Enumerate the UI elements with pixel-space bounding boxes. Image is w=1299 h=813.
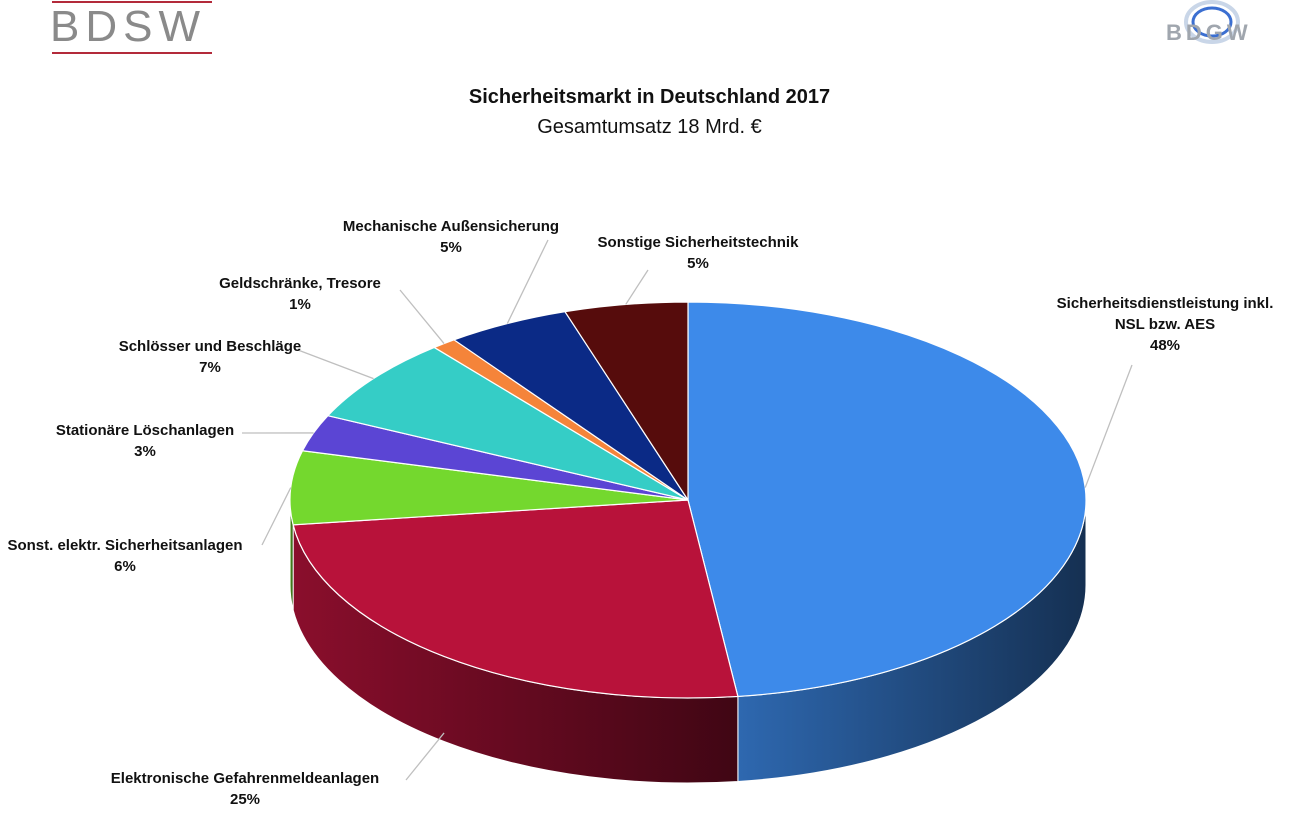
slice-label-value: 5% <box>440 239 462 256</box>
slice-label-name: Elektronische Gefahrenmeldeanlagen <box>110 770 380 787</box>
bdsw-logo-text: BDSW <box>50 2 206 51</box>
slice-label-1: Sicherheitsdienstleistung inkl. NSL bzw.… <box>1040 293 1290 356</box>
pie-slice-3 <box>289 450 689 526</box>
slice-label-value: 3% <box>134 443 156 460</box>
leader-lines <box>241 239 1133 781</box>
pie-slices <box>289 301 1087 699</box>
pie-slice-8 <box>564 301 689 503</box>
leader-line-6 <box>399 289 445 344</box>
slice-label-value: 7% <box>199 359 221 376</box>
slice-label-name: Sonst. elektr. Sicherheitsanlagen <box>7 537 243 554</box>
slice-label-name: Sicherheitsdienstleistung inkl. NSL bzw.… <box>1056 295 1274 333</box>
leader-line-8 <box>625 269 649 305</box>
bdgw-logo-text: BDGW <box>1166 20 1252 45</box>
slice-label-name: Schlösser und Beschläge <box>118 338 302 355</box>
slice-label-name: Sonstige Sicherheitstechnik <box>597 234 799 251</box>
slice-label-4: Stationäre Löschanlagen 3% <box>40 420 250 462</box>
slice-label-6: Geldschränke, Tresore 1% <box>210 273 390 315</box>
bdsw-logo: BDSW <box>50 0 212 62</box>
pie-slice-5 <box>326 346 689 501</box>
slice-label-name: Geldschränke, Tresore <box>219 275 381 292</box>
slice-label-name: Stationäre Löschanlagen <box>55 422 235 439</box>
pie-slice-1 <box>687 301 1087 698</box>
slice-label-7: Mechanische Außensicherung 5% <box>326 216 576 258</box>
chart-subtitle: Gesamtumsatz 18 Mrd. € <box>537 116 762 138</box>
leader-line-7 <box>506 239 549 324</box>
leader-line-3 <box>261 487 292 546</box>
logo-rule-top <box>52 1 212 3</box>
logo-rule-bottom <box>52 52 212 54</box>
slice-label-3: Sonst. elektr. Sicherheitsanlagen 6% <box>0 535 250 577</box>
slice-label-8: Sonstige Sicherheitstechnik 5% <box>578 232 818 274</box>
slice-label-value: 6% <box>114 558 136 575</box>
slice-label-value: 25% <box>229 791 261 808</box>
slice-label-name: Mechanische Außensicherung <box>342 218 560 235</box>
slice-label-value: 48% <box>1149 337 1181 354</box>
slice-label-5: Schlösser und Beschläge 7% <box>95 336 325 378</box>
leader-line-2 <box>405 732 445 781</box>
chart-title: Sicherheitsmarkt in Deutschland 2017 <box>468 86 831 108</box>
bdgw-logo-ring <box>1184 0 1240 44</box>
slice-label-value: 5% <box>687 255 709 272</box>
leader-line-5 <box>297 349 374 380</box>
bdgw-logo: BDGW <box>1160 0 1270 50</box>
leader-line-1 <box>1084 364 1133 488</box>
slice-label-value: 1% <box>289 296 311 313</box>
pie-slice-2 <box>292 499 739 699</box>
slice-label-2: Elektronische Gefahrenmeldeanlagen 25% <box>95 768 395 810</box>
